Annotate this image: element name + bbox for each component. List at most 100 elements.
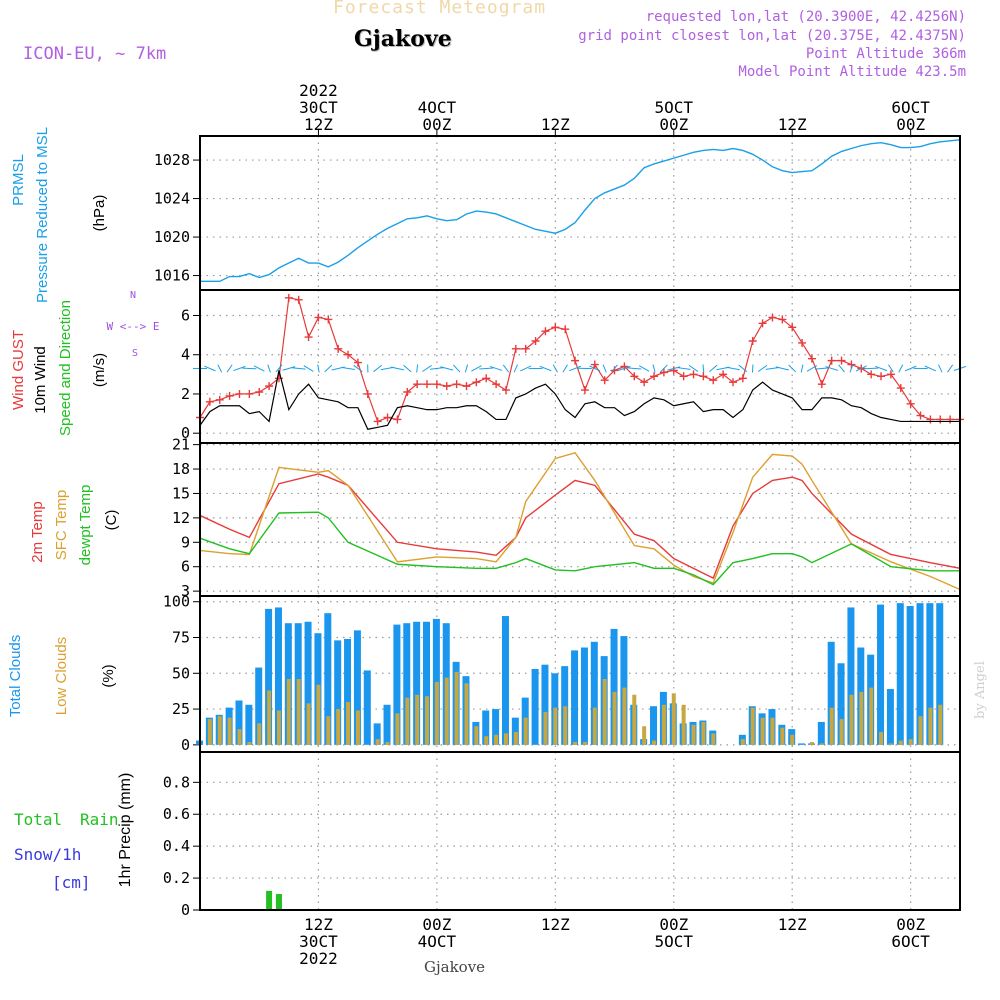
wind-direction-arrow — [937, 364, 943, 373]
gust-point — [344, 350, 353, 359]
label-sfc-temp: SFC Temp — [53, 490, 70, 561]
time-label-bottom: 12Z — [778, 915, 807, 934]
wind-direction-arrow — [341, 366, 355, 370]
cloud-total-bar — [274, 607, 282, 745]
gust-point — [531, 337, 540, 345]
time-label-top: 6OCT — [891, 98, 930, 117]
gust-point — [245, 389, 254, 398]
y-tick-label: 75 — [172, 629, 190, 647]
cloud-low-bar — [681, 704, 686, 745]
wind-direction-arrow — [317, 364, 320, 373]
gust-point — [650, 372, 659, 381]
gust-point — [886, 370, 895, 379]
panel-frame-0 — [199, 135, 961, 291]
cloud-low-bar — [740, 739, 745, 745]
cloud-total-bar — [650, 706, 658, 745]
cloud-total-bar — [413, 621, 421, 745]
precip-unit: 1hr Precip (mm) — [117, 773, 134, 888]
cloud-total-bar — [590, 641, 598, 745]
cloud-total-bar — [363, 670, 371, 745]
compass-we: W <--> E — [107, 320, 160, 333]
pressure-line — [200, 139, 961, 283]
cloud-low-bar — [928, 707, 933, 745]
y-tick-label: 15 — [172, 484, 190, 502]
wind-unit: (m/s) — [91, 353, 108, 387]
label-snow-unit: [cm] — [52, 873, 91, 892]
time-label-bottom: 2022 — [299, 949, 338, 968]
wind-direction-arrow — [676, 367, 691, 370]
wind-direction-arrow — [838, 364, 845, 373]
cloud-total-bar — [492, 709, 500, 745]
wind-direction-arrow — [688, 364, 699, 372]
wind-direction-arrow — [924, 365, 937, 372]
cloud-low-bar — [790, 734, 795, 745]
time-label-bottom: 00Z — [422, 915, 451, 934]
gust-point — [235, 389, 244, 398]
cloud-low-bar — [405, 697, 410, 745]
time-label-top: 12Z — [778, 115, 807, 134]
compass-n: N — [130, 290, 136, 301]
cloud-total-bar — [531, 668, 539, 745]
gust-point — [709, 376, 718, 385]
wind-direction-arrow — [464, 364, 469, 373]
cloud-low-bar — [257, 723, 262, 745]
cloud-low-bar — [395, 713, 400, 745]
cloud-low-bar — [592, 707, 597, 745]
gust-point — [334, 344, 343, 353]
cloud-low-bar — [809, 741, 814, 745]
cloud-total-bar — [255, 667, 263, 745]
cloud-low-bar — [316, 684, 321, 745]
cloud-low-bar — [306, 703, 311, 745]
wind-direction-arrow — [353, 364, 363, 373]
wind-direction-arrow — [806, 365, 818, 372]
cloud-low-bar — [513, 731, 518, 745]
wind-direction-arrow — [390, 366, 405, 371]
cloud-low-bar — [346, 701, 351, 745]
cloud-low-bar — [464, 683, 469, 745]
wind-direction-arrow — [489, 365, 503, 371]
wind-direction-arrow — [757, 364, 768, 372]
gust-point — [373, 417, 382, 426]
cloud-low-bar — [336, 709, 341, 745]
y-tick-label: 1024 — [154, 190, 190, 208]
cloud-low-bar — [434, 681, 439, 745]
wind-direction-arrow — [552, 364, 558, 373]
wind-direction-arrow — [440, 366, 454, 371]
gust-point — [571, 356, 580, 365]
cloud-total-bar — [798, 743, 806, 745]
location-title: Gjakove — [354, 26, 452, 52]
cloud-low-bar — [503, 733, 508, 745]
gust-point — [393, 415, 402, 424]
time-label-bottom: 30CT — [299, 932, 338, 951]
gust-point — [353, 358, 362, 367]
time-label-top: 4OCT — [418, 98, 457, 117]
time-label-top: 30CT — [299, 98, 338, 117]
panel-frame-4 — [199, 751, 961, 911]
cloud-low-bar — [286, 679, 291, 745]
cloud-total-bar — [353, 630, 361, 745]
wind-direction-arrow — [825, 366, 839, 371]
gust-point — [778, 315, 787, 324]
cloud-total-bar — [580, 647, 588, 745]
cloud-low-bar — [652, 740, 657, 745]
gust-point — [215, 395, 224, 404]
y-tick-label: 6 — [181, 558, 190, 576]
cloud-low-bar — [267, 690, 272, 745]
label-10m-wind: 10m Wind — [32, 346, 49, 414]
time-label-bottom: 4OCT — [418, 932, 457, 951]
y-tick-label: 1028 — [154, 151, 190, 169]
wind-direction-arrow — [638, 365, 650, 372]
cloud-total-bar — [501, 616, 509, 745]
wind-direction-arrow — [373, 364, 383, 373]
cloud-low-bar — [227, 717, 232, 745]
gust-point — [817, 380, 826, 389]
gust-point — [521, 344, 530, 353]
wind-direction-arrow — [291, 367, 306, 370]
y-tick-label: 0.4 — [163, 837, 190, 855]
wind-direction-arrow — [702, 364, 705, 373]
point-altitude: Point Altitude 366m — [805, 46, 966, 62]
gust-point — [501, 386, 510, 395]
gust-point — [511, 344, 520, 353]
cloud-low-bar — [888, 743, 893, 745]
cloud-low-bar — [375, 739, 380, 745]
